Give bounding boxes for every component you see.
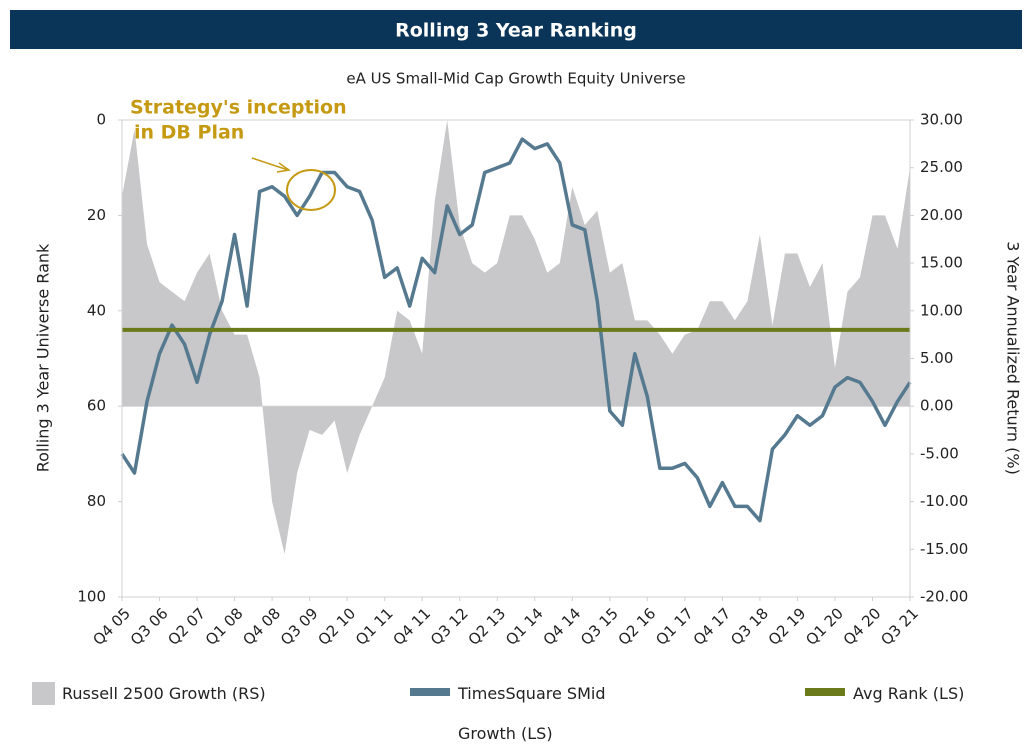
- y-tick-label: 100: [77, 588, 106, 606]
- annotation-circle: [286, 169, 336, 211]
- x-tick-label: Q4 17: [690, 604, 735, 649]
- y2-axis-label: 3 Year Annualized Return (%): [1004, 241, 1023, 475]
- title-bar: [10, 10, 1022, 49]
- annotation-arrow: [251, 157, 289, 171]
- legend-swatch: [32, 682, 55, 705]
- x-tick-label: Q3 18: [727, 604, 772, 649]
- legend-label: Avg Rank (LS): [853, 684, 965, 703]
- y2-tick-label: 10.00: [920, 301, 963, 319]
- x-tick-label: Q2 13: [465, 604, 510, 649]
- y-tick-label: 80: [87, 492, 106, 510]
- x-tick-label: Q2 07: [164, 604, 209, 649]
- x-tick-label: Q2 16: [615, 604, 660, 649]
- annotation: in DB Plan: [134, 122, 244, 144]
- y-axis-label: Rolling 3 Year Universe Rank: [34, 243, 53, 472]
- x-tick-label: Q4 05: [89, 604, 134, 649]
- chart-subtitle: eA US Small-Mid Cap Growth Equity Univer…: [346, 70, 685, 88]
- annotation-arrowhead: [276, 162, 291, 173]
- x-tick-label: Q3 15: [577, 604, 622, 649]
- y2-tick-label: -5.00: [920, 444, 959, 462]
- legend-swatch: [805, 688, 845, 696]
- y2-tick-label: -20.00: [920, 588, 968, 606]
- x-tick-label: Q1 14: [502, 604, 547, 649]
- annotation: Strategy's inception: [130, 97, 347, 119]
- x-tick-label: Q4 14: [540, 604, 585, 649]
- y2-tick-label: 0.00: [920, 397, 953, 415]
- y-tick-label: 0: [96, 111, 106, 129]
- x-tick-label: Q4 20: [840, 604, 885, 649]
- x-tick-label: Q1 08: [202, 604, 247, 649]
- plot-area: [120, 120, 912, 555]
- y2-tick-label: 15.00: [920, 254, 963, 272]
- x-tick-label: Q1 20: [802, 604, 847, 649]
- line: [120, 137, 912, 523]
- legend-swatch: [410, 688, 450, 696]
- y2-tick-label: -15.00: [920, 540, 968, 558]
- x-tick-label: Q3 09: [277, 604, 322, 649]
- x-tick-label: Q4 11: [389, 604, 434, 649]
- y-tick-label: 60: [87, 397, 106, 415]
- y-tick-label: 40: [87, 301, 106, 319]
- x-tick-label: Q1 11: [352, 604, 397, 649]
- x-tick-label: Q2 10: [314, 604, 359, 649]
- y2-tick-label: 5.00: [920, 349, 953, 367]
- x-tick-label: Q3 12: [427, 604, 472, 649]
- y-tick-label: 20: [87, 206, 106, 224]
- x-tick-label: Q3 06: [127, 604, 172, 649]
- legend-label: TimesSquare SMid Growth (LS): [458, 684, 606, 743]
- y2-tick-label: 20.00: [920, 206, 963, 224]
- chart-title: Rolling 3 Year Ranking: [395, 20, 637, 42]
- x-tick-label: Q3 21: [877, 604, 922, 649]
- x-tick-label: Q4 08: [239, 604, 284, 649]
- y2-tick-label: -10.00: [920, 492, 968, 510]
- legend-label: Russell 2500 Growth (RS): [62, 684, 266, 703]
- x-tick-label: Q2 19: [765, 604, 810, 649]
- area: [122, 120, 910, 555]
- x-tick-label: Q1 17: [652, 604, 697, 649]
- y2-tick-label: 25.00: [920, 158, 963, 176]
- y2-tick-label: 30.00: [920, 111, 963, 129]
